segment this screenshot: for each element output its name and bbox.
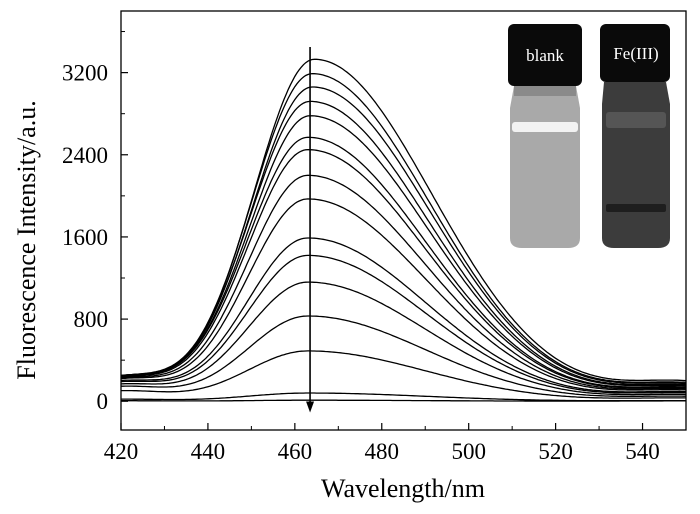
x-tick-label-460: 460 bbox=[278, 439, 313, 464]
spectrum-curve-10 bbox=[120, 237, 687, 393]
spectrum-curve-5 bbox=[120, 115, 687, 387]
fe-vial-label: Fe(III) bbox=[613, 44, 658, 63]
y-tick-label-0: 0 bbox=[97, 389, 109, 414]
spectra-curves bbox=[120, 58, 687, 402]
y-tick-label-800: 800 bbox=[74, 307, 109, 332]
x-tick-label-480: 480 bbox=[365, 439, 400, 464]
blank-vial-shine bbox=[512, 122, 578, 132]
spectrum-curve-11 bbox=[120, 254, 687, 394]
x-tick-label-500: 500 bbox=[451, 439, 486, 464]
spectrum-curve-13 bbox=[121, 315, 686, 397]
arrow-head bbox=[306, 401, 315, 413]
spectrum-curve-14 bbox=[121, 350, 686, 399]
spectrum-curve-9 bbox=[120, 198, 687, 391]
fe-vial-body bbox=[602, 82, 670, 248]
spectrum-curve-2 bbox=[120, 72, 687, 384]
spectrum-curve-4 bbox=[120, 100, 687, 386]
spectrum-curve-8 bbox=[120, 174, 687, 390]
x-axis-title: Wavelength/nm bbox=[321, 474, 485, 503]
x-tick-label-420: 420 bbox=[104, 439, 139, 464]
spectrum-curve-12 bbox=[120, 281, 687, 396]
y-tick-label-1600: 1600 bbox=[62, 225, 108, 250]
fe-vial-band bbox=[606, 204, 666, 212]
x-tick-label-440: 440 bbox=[191, 439, 226, 464]
axes: 420 440 460 480 500 520 540 0 800 1600 2400 3200 bbox=[62, 10, 687, 464]
spectrum-curve-6 bbox=[120, 136, 687, 388]
fe-vial: Fe(III) bbox=[600, 24, 670, 248]
spectrum-curve-16 bbox=[121, 399, 686, 402]
fe-vial-shine bbox=[606, 112, 666, 128]
x-tick-label-520: 520 bbox=[538, 439, 573, 464]
y-axis-title: Fluorescence Intensity/a.u. bbox=[12, 100, 41, 379]
fe-vial-cap bbox=[600, 24, 670, 82]
inset-vial-photo: blank Fe(III) bbox=[505, 20, 675, 252]
blank-vial-rim bbox=[514, 86, 576, 96]
x-tick-label-540: 540 bbox=[625, 439, 660, 464]
blank-vial-body bbox=[510, 86, 580, 248]
quench-arrow bbox=[306, 46, 315, 413]
plot-frame bbox=[120, 10, 687, 431]
blank-vial-label: blank bbox=[526, 46, 564, 65]
blank-vial-cap bbox=[508, 24, 582, 86]
spectrum-curve-7 bbox=[120, 148, 687, 389]
y-tick-label-3200: 3200 bbox=[62, 61, 108, 86]
y-tick-label-2400: 2400 bbox=[62, 143, 108, 168]
blank-vial: blank bbox=[508, 24, 582, 248]
